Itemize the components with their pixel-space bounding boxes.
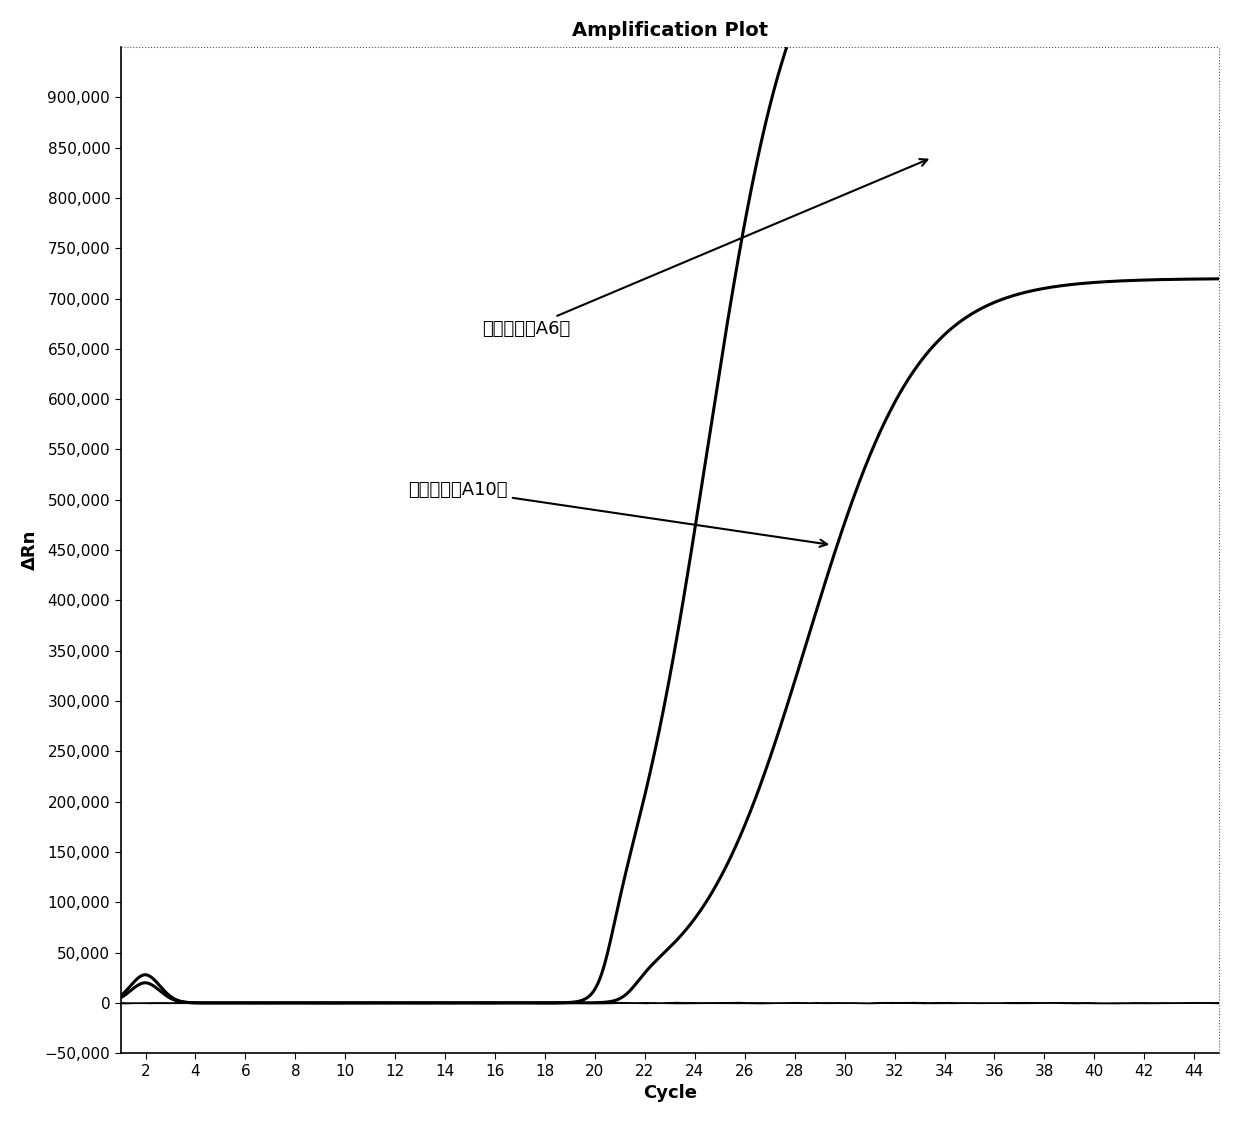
Y-axis label: ΔRn: ΔRn <box>21 530 38 570</box>
Title: Amplification Plot: Amplification Plot <box>572 21 768 39</box>
Text: 柯萨奇病毒A6型: 柯萨奇病毒A6型 <box>482 159 928 338</box>
Text: 柯萨奇病毒A10型: 柯萨奇病毒A10型 <box>408 481 827 547</box>
X-axis label: Cycle: Cycle <box>642 1084 697 1102</box>
